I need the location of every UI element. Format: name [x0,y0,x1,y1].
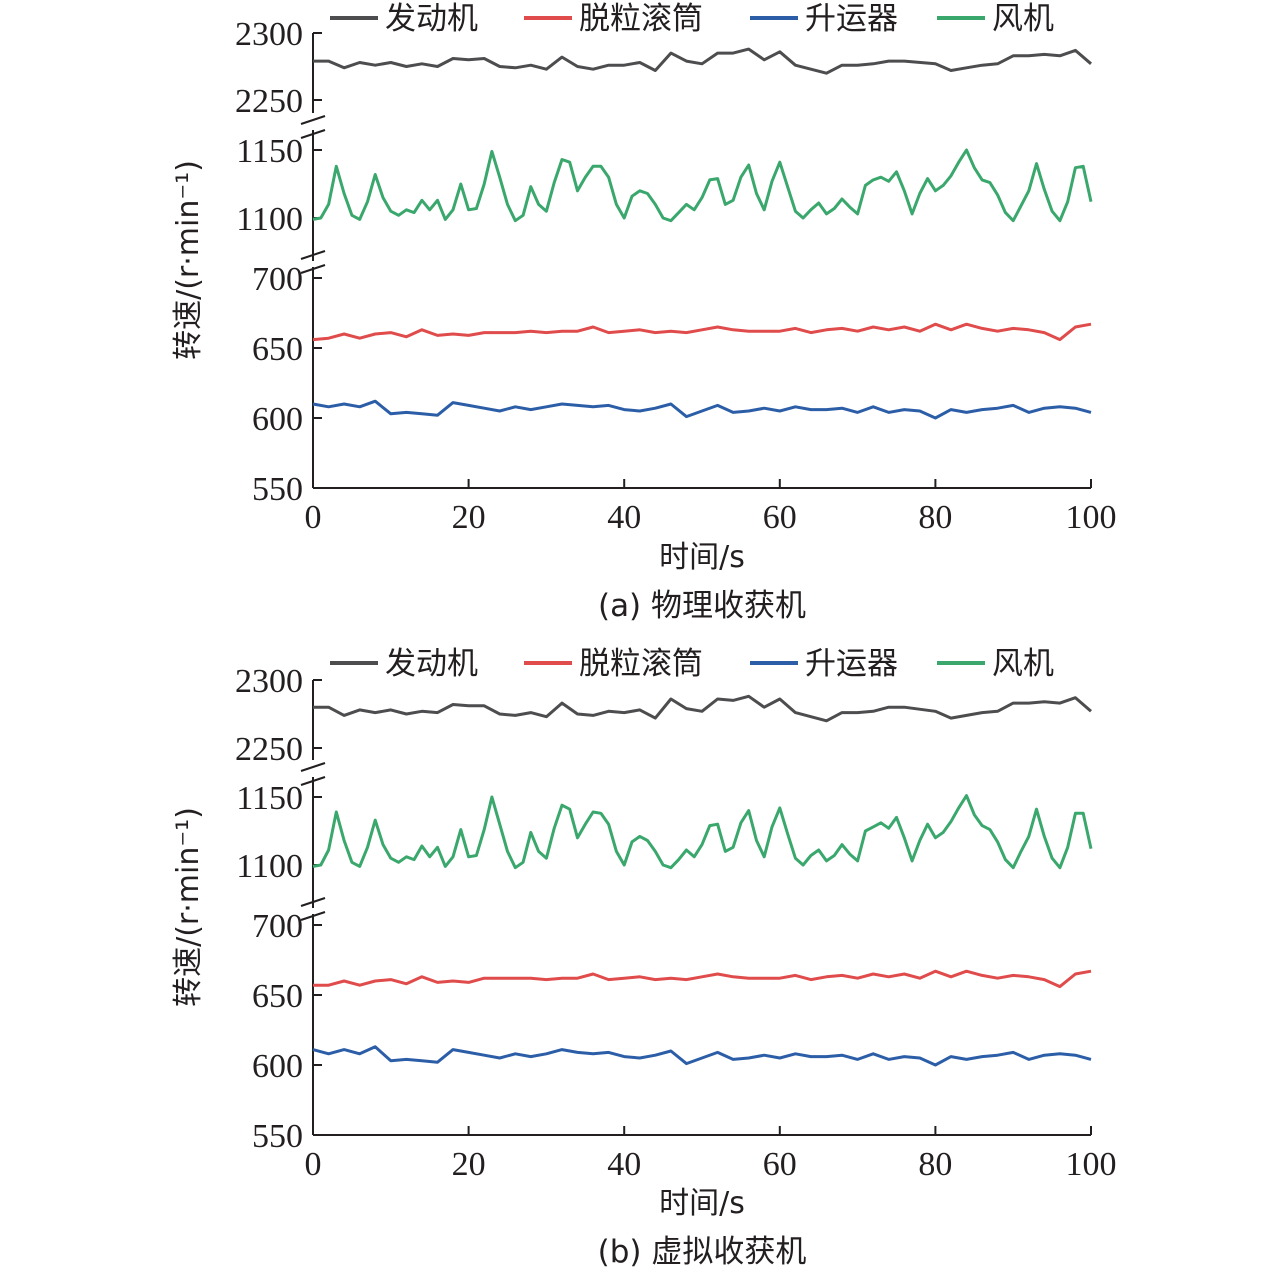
y-tick-label: 700 [252,908,303,945]
y-tick-label: 700 [252,261,303,298]
y-tick-label: 600 [252,401,303,438]
x-tick-label: 0 [305,1146,322,1183]
legend-entry: 发动机 [385,1,478,37]
axis-break-mark [300,264,326,274]
axis-break-mark [300,115,326,125]
x-tick-label: 40 [607,1146,641,1183]
axis-break-mark [300,762,326,772]
y-tick-label: 2300 [235,16,303,53]
series-line-engine [313,694,1092,723]
y-tick-label: 2250 [235,83,303,120]
y-tick-label: 1100 [236,848,303,885]
legend-entry: 发动机 [385,646,478,682]
series-line-fan [312,794,1093,870]
x-tick-label: 80 [918,1146,952,1183]
axis-break-mark [300,776,326,786]
series-line-threshing-drum [312,322,1092,342]
x-tick-label: 100 [1066,499,1117,536]
figure-caption: (b) 虚拟收获机 [598,1234,807,1270]
y-axis-title: 转速/(r·min⁻¹) [171,160,206,360]
legend-entry: 升运器 [805,646,898,682]
axis-break-mark [300,129,326,139]
legend-entry: 脱粒滚筒 [579,646,703,682]
legend-entry: 风机 [992,646,1054,682]
figure-caption: (a) 物理收获机 [598,588,806,624]
x-axis-title: 时间/s [659,540,745,575]
series-line-elevator [312,1045,1092,1067]
legend-entry: 风机 [992,1,1054,37]
x-tick-label: 0 [305,499,322,536]
axis-break-mark [300,897,326,907]
x-axis-title: 时间/s [659,1186,745,1221]
series-line-engine [313,47,1092,75]
chart-b-virtual-harvester: 2250 2300 1100 1150 550 600 650 700 0 20 40 60 80 100… [171,646,1117,1270]
x-tick-label: 20 [452,499,486,536]
x-tick-label: 20 [452,1146,486,1183]
x-tick-label: 40 [607,499,641,536]
y-tick-label: 1150 [236,780,303,817]
y-tick-label: 650 [252,978,303,1015]
y-tick-label: 650 [252,331,303,368]
legend-entry: 脱粒滚筒 [579,1,703,37]
series-line-threshing-drum [313,969,1092,989]
y-tick-label: 600 [252,1048,303,1085]
series-line-fan [312,148,1093,223]
y-tick-label: 550 [252,1118,303,1155]
x-tick-label: 100 [1066,1146,1117,1183]
y-tick-label: 2250 [235,731,303,768]
x-tick-label: 60 [763,499,797,536]
y-tick-label: 2300 [235,663,303,700]
axis-break-mark [300,250,326,260]
y-axis-title: 转速/(r·min⁻¹) [171,807,206,1007]
y-tick-label: 550 [252,471,303,508]
chart-a-physical-harvester: 2250 2300 1100 1150 550 600 650 700 0 20 40 60 80 100… [171,1,1117,624]
axis-break-mark [300,911,326,921]
legend-entry: 升运器 [805,1,898,37]
y-tick-label: 1150 [236,133,303,170]
series-line-elevator [312,399,1092,420]
x-tick-label: 60 [763,1146,797,1183]
x-tick-label: 80 [918,499,952,536]
y-tick-label: 1100 [236,201,303,238]
